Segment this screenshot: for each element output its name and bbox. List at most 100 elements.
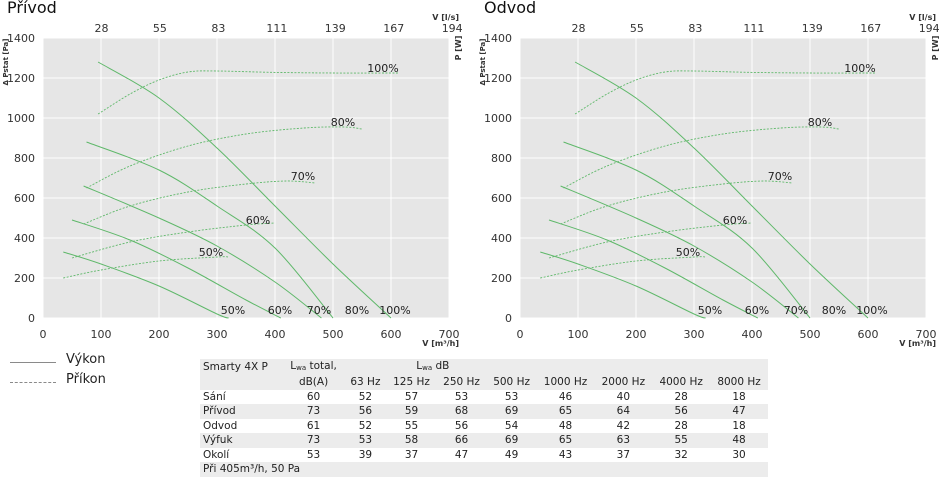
x2-tick-label: 28 xyxy=(572,22,586,35)
curve-label: 100% xyxy=(367,62,398,75)
x2-tick-label: 83 xyxy=(211,22,225,35)
y-tick-label: 800 xyxy=(14,152,35,165)
pressure-curve xyxy=(97,61,392,319)
legend-label: Výkon xyxy=(66,352,106,367)
power-curve xyxy=(540,256,706,279)
power-curve xyxy=(83,180,316,225)
y-tick-label: 200 xyxy=(491,272,512,285)
noise-band-value: 55 xyxy=(404,419,419,432)
curve-label: 50% xyxy=(199,246,223,259)
y-axis-label: Δ Pstat [Pa] xyxy=(479,39,487,86)
pressure-curve xyxy=(548,219,759,319)
y2-axis-label: P [W] xyxy=(931,36,940,61)
x2-axis-label: V [l/s] xyxy=(909,13,936,22)
y-tick-label: 1400 xyxy=(7,32,35,45)
pressure-curve xyxy=(574,61,869,319)
curve-label: 50% xyxy=(698,304,722,317)
noise-band-value: 48 xyxy=(558,419,573,432)
model-name: Smarty 4X P xyxy=(200,359,283,375)
curve-label: 80% xyxy=(331,116,355,129)
x-tick-label: 600 xyxy=(381,328,402,341)
noise-row-name: Výfuk xyxy=(200,433,283,448)
legend: Výkon Příkon xyxy=(10,352,190,392)
noise-band-value: 18 xyxy=(732,390,746,403)
noise-band-value: 46 xyxy=(558,390,573,403)
noise-band-value: 18 xyxy=(732,419,746,432)
noise-band-value: 57 xyxy=(404,390,419,403)
curve-label: 60% xyxy=(246,214,270,227)
noise-band-value: 53 xyxy=(504,390,519,403)
y-tick-label: 1000 xyxy=(484,112,512,125)
noise-band-value: 28 xyxy=(674,419,688,432)
y2-axis-label: P [W] xyxy=(454,36,463,61)
noise-total-value: 73 xyxy=(282,433,345,448)
noise-band-value: 30 xyxy=(732,448,746,461)
noise-band-value: 59 xyxy=(386,404,437,419)
band-header: 125 Hz xyxy=(386,375,437,390)
noise-footnote-row: Při 405m³/h, 50 Pa xyxy=(200,462,768,477)
power-curve xyxy=(574,70,875,115)
x2-tick-label: 111 xyxy=(266,22,287,35)
noise-band-value: 43 xyxy=(558,448,573,461)
curve-label: 60% xyxy=(723,214,747,227)
band-header: 250 Hz xyxy=(436,375,487,390)
noise-row-name: Okolí xyxy=(203,448,230,461)
noise-band-value: 69 xyxy=(486,433,537,448)
curve-label: 60% xyxy=(745,304,769,317)
noise-band-value: 47 xyxy=(710,404,768,419)
curve-label: 70% xyxy=(784,304,808,317)
x-tick-label: 200 xyxy=(626,328,647,341)
db-label: dB xyxy=(432,360,450,372)
total-unit: dB(A) xyxy=(282,375,345,390)
pressure-curve xyxy=(86,141,334,319)
noise-total-value: 53 xyxy=(306,448,321,461)
noise-band-value: 53 xyxy=(344,433,387,448)
x-tick-label: 0 xyxy=(517,328,524,341)
noise-band-value: 55 xyxy=(652,433,711,448)
noise-row-name: Přívod xyxy=(200,404,283,419)
band-header: 8000 Hz xyxy=(710,375,768,390)
noise-total-value: 61 xyxy=(306,419,321,432)
legend-swatch-solid xyxy=(10,362,56,363)
lwa-subscript: wa xyxy=(422,364,433,372)
x2-tick-label: 194 xyxy=(919,22,940,35)
chart-title: Odvod xyxy=(484,0,537,17)
chart-svg: 0 200 400 600 800 1000 1200 1400 0 100 200 300 400 50… xyxy=(2,13,463,348)
x-axis-label: V [m³/h] xyxy=(899,339,936,348)
x-tick-label: 600 xyxy=(858,328,879,341)
y-tick-label: 1000 xyxy=(7,112,35,125)
pressure-curve xyxy=(83,185,322,319)
curve-label: 100% xyxy=(379,304,410,317)
noise-band-value: 37 xyxy=(616,448,631,461)
lwa-db-heading: Lwa dB xyxy=(344,359,768,375)
x-tick-label: 300 xyxy=(684,328,705,341)
noise-band-value: 47 xyxy=(454,448,469,461)
noise-header-row-2: dB(A) 63 Hz 125 Hz 250 Hz 500 Hz 1000 Hz 2000… xyxy=(200,375,768,390)
x-tick-label: 500 xyxy=(800,328,821,341)
y-tick-label: 600 xyxy=(14,192,35,205)
power-curve xyxy=(97,70,398,115)
noise-band-value: 56 xyxy=(454,419,469,432)
curve-label: 100% xyxy=(844,62,875,75)
band-header: 63 Hz xyxy=(344,375,387,390)
y-tick-label: 400 xyxy=(491,232,512,245)
band-header: 500 Hz xyxy=(486,375,537,390)
power-curve xyxy=(71,222,276,259)
band-header: 2000 Hz xyxy=(594,375,653,390)
noise-band-value: 69 xyxy=(486,404,537,419)
pressure-curve xyxy=(540,251,706,319)
x-tick-label: 400 xyxy=(742,328,763,341)
pressure-curve xyxy=(63,251,229,319)
noise-band-value: 52 xyxy=(358,419,373,432)
noise-row: Okolí 53 39 37 47 49 43 37 32 30 xyxy=(200,448,768,463)
x2-tick-label: 139 xyxy=(802,22,823,35)
x-axis-label: V [m³/h] xyxy=(422,339,459,348)
legend-swatch-dashed xyxy=(10,382,56,383)
power-curve xyxy=(548,222,753,259)
x2-tick-label: 167 xyxy=(383,22,404,35)
y-tick-label: 1200 xyxy=(484,72,512,85)
y-tick-label: 800 xyxy=(491,152,512,165)
noise-total-value: 73 xyxy=(282,404,345,419)
y-tick-label: 0 xyxy=(505,312,512,325)
x-tick-label: 700 xyxy=(439,328,460,341)
